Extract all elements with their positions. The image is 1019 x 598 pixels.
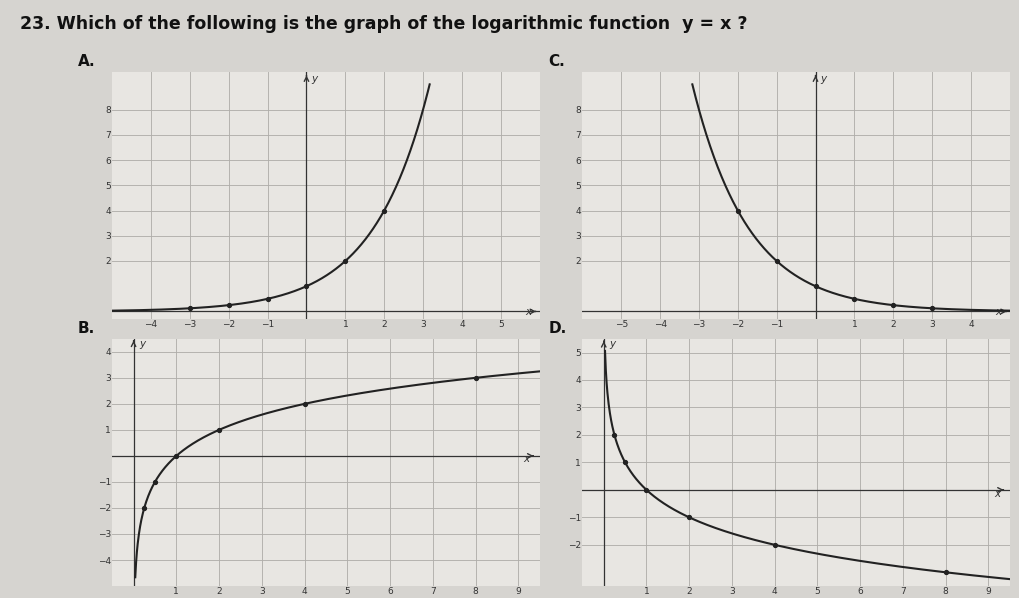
Text: D.: D. bbox=[547, 321, 566, 336]
Text: 23. Which of the following is the graph of the logarithmic function  y = x ?: 23. Which of the following is the graph … bbox=[20, 15, 747, 33]
Text: y: y bbox=[139, 338, 145, 349]
Text: B.: B. bbox=[77, 321, 95, 336]
Text: A.: A. bbox=[77, 54, 96, 69]
Text: y: y bbox=[608, 339, 614, 349]
Text: C.: C. bbox=[547, 54, 565, 69]
Text: x: x bbox=[523, 454, 529, 465]
Text: x: x bbox=[993, 489, 999, 499]
Text: x: x bbox=[525, 307, 531, 317]
Text: x: x bbox=[995, 307, 1001, 317]
Text: y: y bbox=[311, 74, 317, 84]
Text: y: y bbox=[819, 74, 825, 84]
